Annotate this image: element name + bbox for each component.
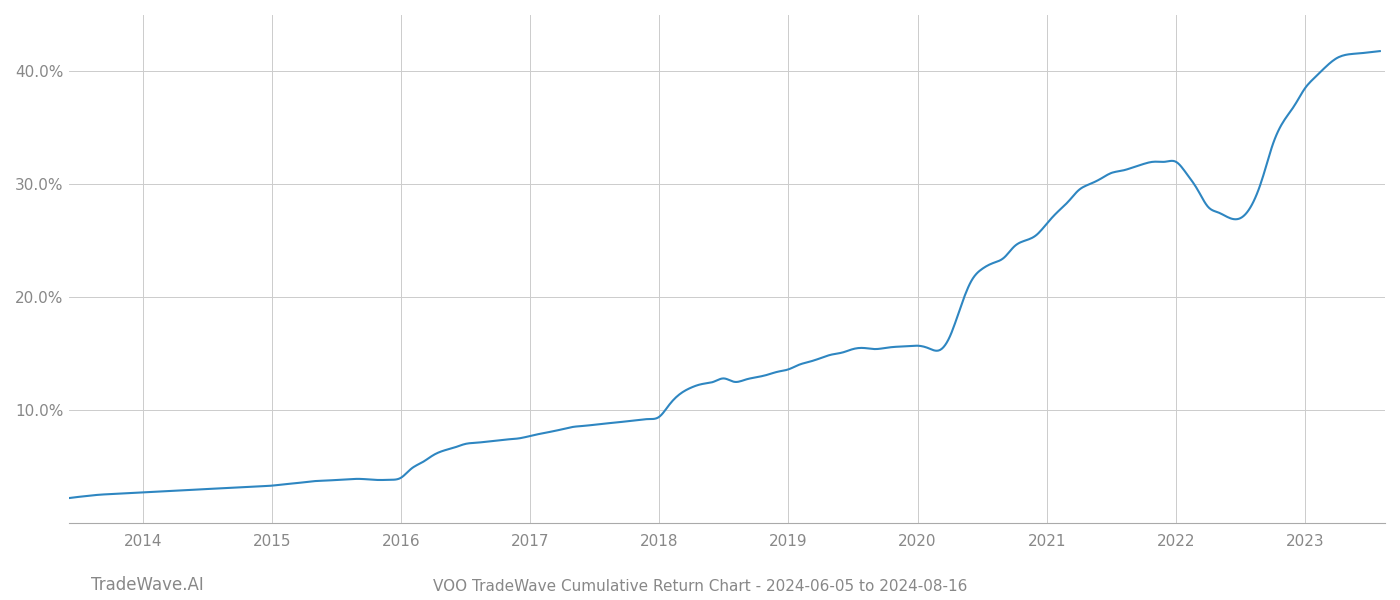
Text: VOO TradeWave Cumulative Return Chart - 2024-06-05 to 2024-08-16: VOO TradeWave Cumulative Return Chart - … [433, 579, 967, 594]
Text: TradeWave.AI: TradeWave.AI [91, 576, 204, 594]
